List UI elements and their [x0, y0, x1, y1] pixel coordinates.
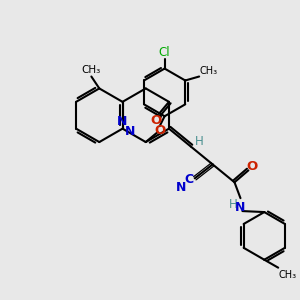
Text: N: N — [235, 201, 246, 214]
Text: CH₃: CH₃ — [82, 64, 101, 75]
Text: N: N — [176, 181, 186, 194]
Text: CH₃: CH₃ — [199, 66, 217, 76]
Text: H: H — [195, 135, 204, 148]
Text: O: O — [150, 114, 162, 127]
Text: Cl: Cl — [159, 46, 170, 59]
Text: N: N — [117, 115, 128, 128]
Text: C: C — [184, 173, 194, 186]
Text: O: O — [247, 160, 258, 173]
Text: H: H — [229, 198, 238, 211]
Text: N: N — [125, 125, 136, 138]
Text: CH₃: CH₃ — [278, 270, 296, 280]
Text: O: O — [154, 124, 165, 136]
